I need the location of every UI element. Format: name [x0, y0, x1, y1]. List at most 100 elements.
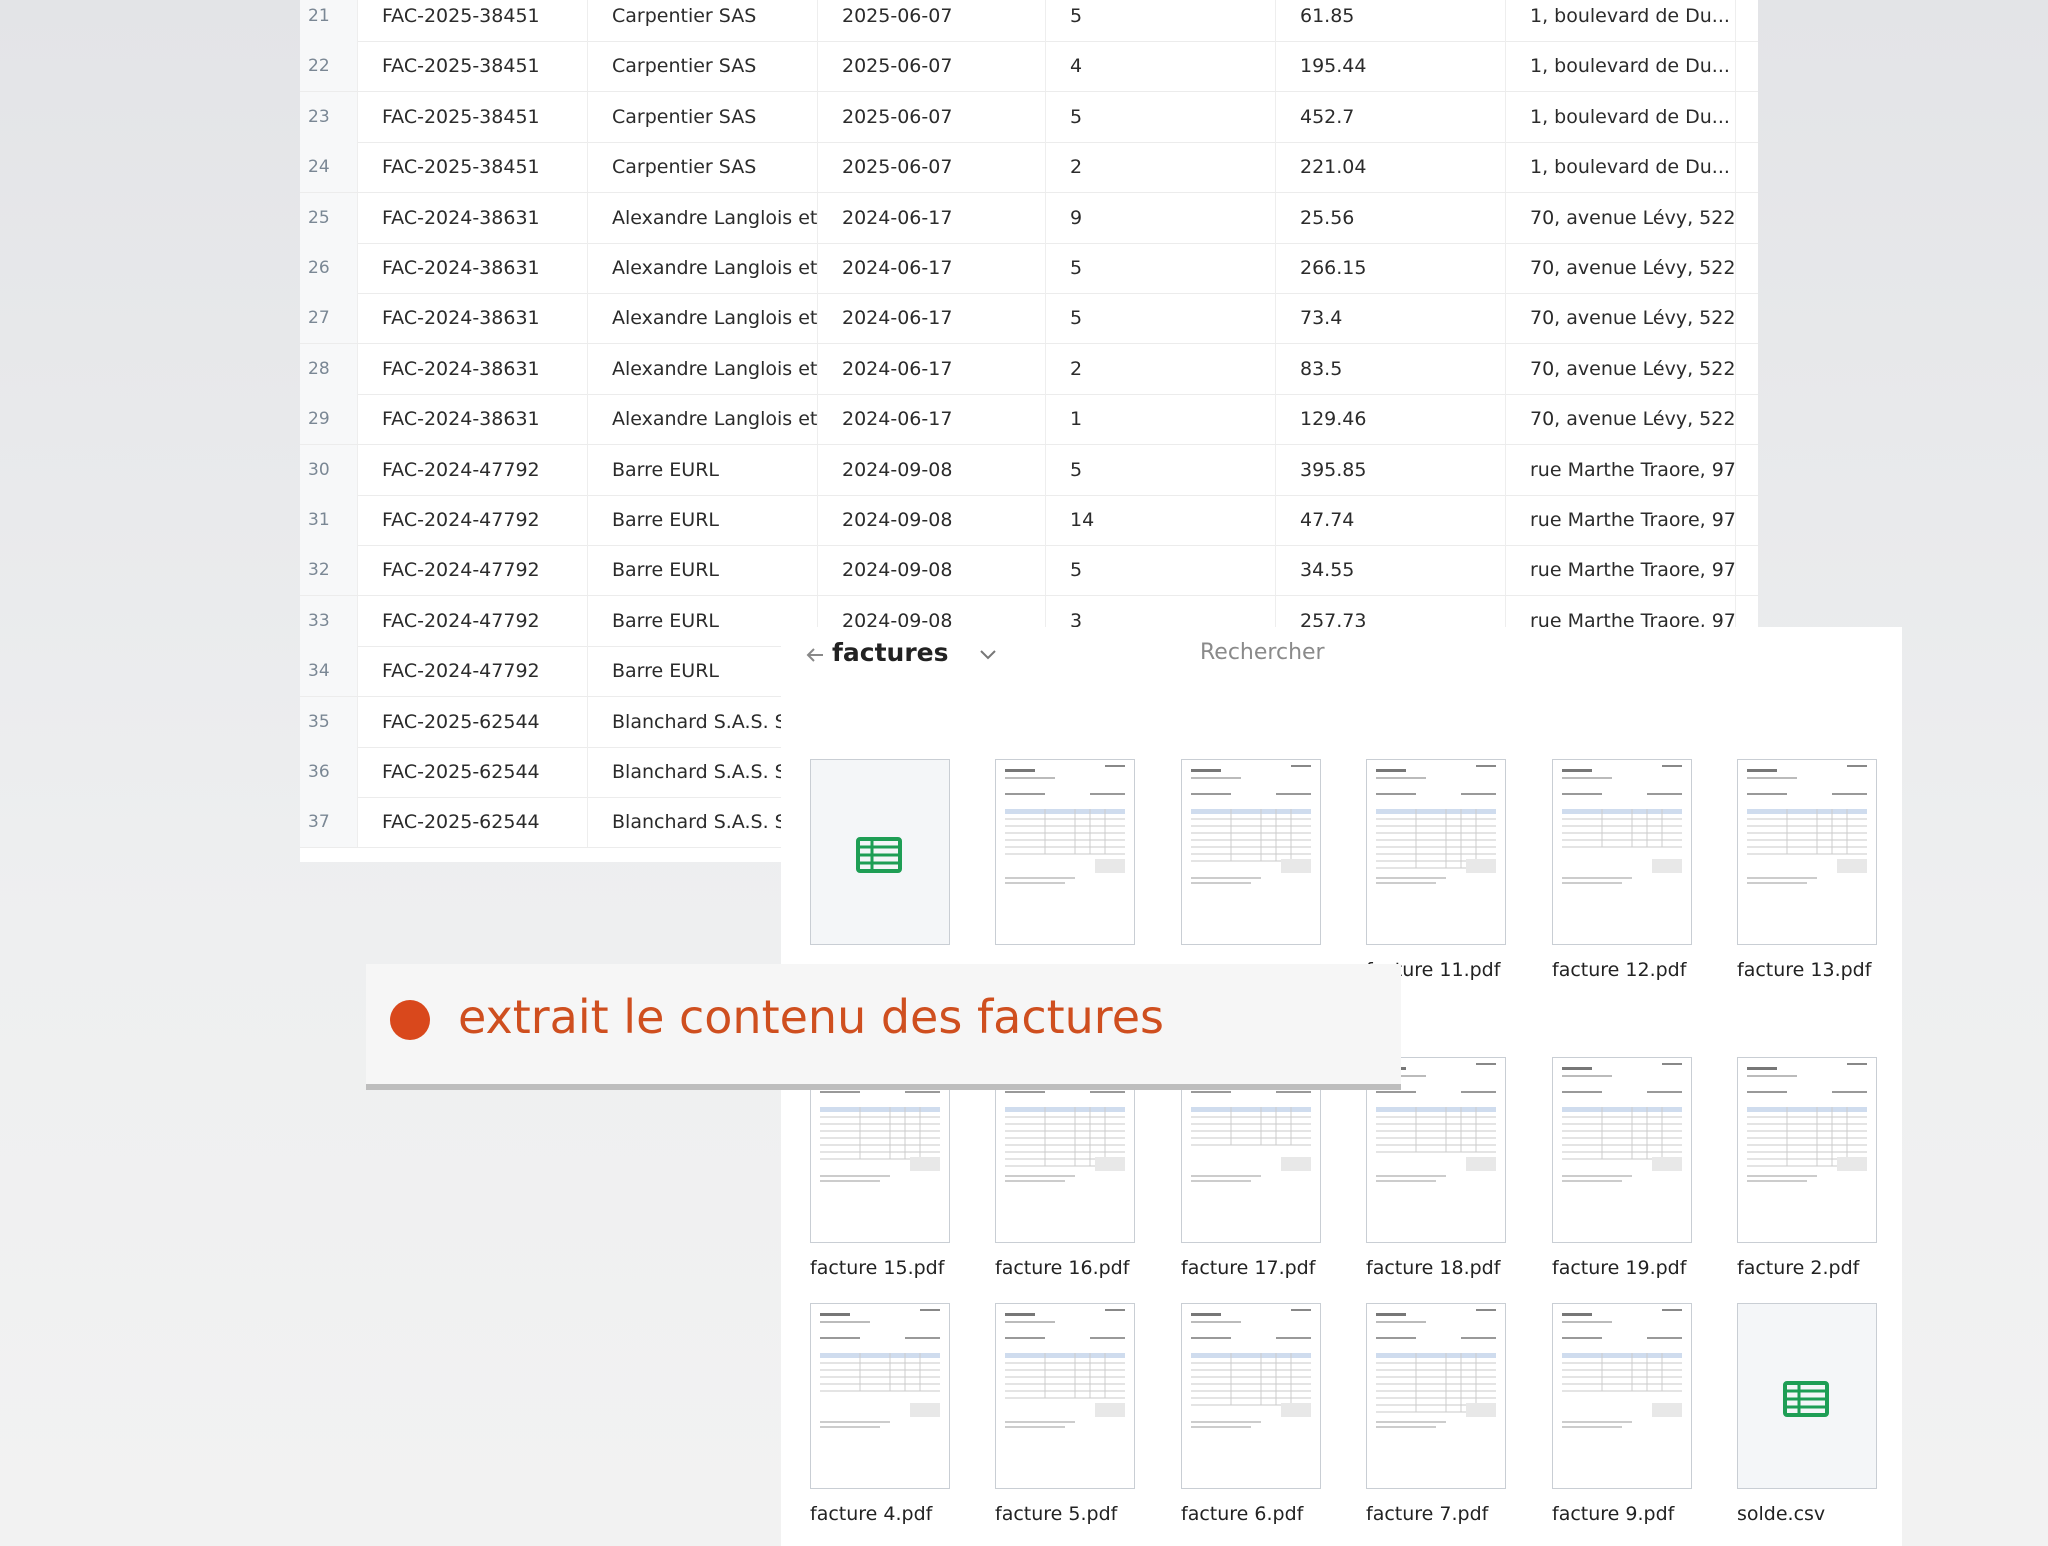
pdf-thumbnail[interactable]	[1181, 1303, 1321, 1489]
table-cell: 70, avenue Lévy, 52242	[1506, 192, 1736, 243]
row-number: 23	[300, 91, 358, 142]
csv-thumbnail[interactable]	[1737, 1303, 1877, 1489]
table-cell: 2025-06-07	[818, 0, 1046, 41]
doc-line	[1191, 1321, 1241, 1323]
doc-line	[1747, 882, 1807, 884]
row-number: 35	[300, 696, 358, 747]
doc-line	[1191, 1337, 1231, 1339]
doc-line	[1376, 793, 1416, 795]
table-cell: Carpentier SAS	[588, 91, 818, 142]
table-cell: FAC-2025-62544	[358, 696, 588, 747]
pdf-thumbnail[interactable]	[1552, 1303, 1692, 1489]
doc-line	[1562, 1075, 1612, 1077]
folder-name[interactable]: factures	[832, 638, 949, 667]
doc-line	[1747, 1180, 1807, 1182]
doc-line	[1562, 1426, 1622, 1428]
pdf-thumbnail[interactable]	[995, 1057, 1135, 1243]
file-name: facture 17.pdf	[1181, 1257, 1316, 1279]
thumb-frame	[1366, 1057, 1506, 1243]
table-cell: 2	[1046, 142, 1276, 193]
thumb-frame	[1552, 1057, 1692, 1243]
row-number: 26	[300, 243, 358, 293]
doc-line	[1747, 1075, 1797, 1077]
doc-line	[1562, 777, 1612, 779]
file-name: solde.csv	[1737, 1503, 1826, 1525]
doc-line	[1005, 1180, 1065, 1182]
pdf-thumbnail[interactable]	[1737, 1057, 1877, 1243]
pdf-thumbnail[interactable]	[995, 1303, 1135, 1489]
pdf-thumbnail[interactable]	[1366, 1057, 1506, 1243]
table-cell: FAC-2024-38631	[358, 243, 588, 293]
doc-line	[1191, 777, 1241, 779]
doc-line	[1281, 859, 1311, 873]
record-dot	[390, 1000, 430, 1040]
table-cell: Barre EURL	[588, 495, 818, 545]
table-cell: 1, boulevard de Du...	[1506, 142, 1736, 193]
doc-line	[820, 1321, 870, 1323]
search-box[interactable]: Rechercher	[1200, 640, 1325, 665]
doc-line	[1095, 1403, 1125, 1417]
doc-line	[1191, 1091, 1231, 1093]
doc-table-head	[820, 1353, 940, 1358]
row-number: 21	[300, 0, 358, 41]
doc-line	[1652, 1403, 1682, 1417]
doc-line	[1562, 1067, 1592, 1070]
row-number: 31	[300, 495, 358, 545]
table-cell: Alexandre Langlois et F	[588, 343, 818, 394]
doc-line	[1191, 1175, 1261, 1177]
doc-line	[1005, 1091, 1045, 1093]
row-number: 27	[300, 293, 358, 344]
table-cell: 3	[1046, 595, 1276, 646]
pdf-thumbnail[interactable]	[1181, 759, 1321, 945]
row-number: 32	[300, 545, 358, 596]
table-cell: Alexandre Langlois et F	[588, 243, 818, 293]
doc-line	[1276, 793, 1311, 795]
doc-line	[1291, 765, 1311, 767]
thumb-frame	[1366, 759, 1506, 945]
doc-line	[1095, 1157, 1125, 1171]
pdf-thumbnail[interactable]	[1552, 759, 1692, 945]
pdf-thumbnail[interactable]	[1737, 759, 1877, 945]
table-row: 23 FAC-2025-38451 Carpentier SAS 2025-06-07…	[300, 91, 1758, 143]
doc-table-head	[1005, 1107, 1125, 1112]
pdf-thumbnail[interactable]	[1366, 759, 1506, 945]
pdf-thumbnail[interactable]	[995, 759, 1135, 945]
doc-line	[1105, 1309, 1125, 1311]
thumb-frame	[995, 1057, 1135, 1243]
caption-banner: extrait le contenu des factures	[366, 964, 1401, 1084]
doc-line	[920, 1309, 940, 1311]
pdf-thumbnail[interactable]	[810, 1303, 950, 1489]
folder-dropdown[interactable]	[977, 643, 999, 665]
row-number: 33	[300, 595, 358, 646]
pdf-thumbnail[interactable]	[810, 1057, 950, 1243]
table-cell: Alexandre Langlois et F	[588, 192, 818, 243]
doc-line	[1562, 1321, 1612, 1323]
doc-line	[820, 1175, 890, 1177]
table-row: 22 FAC-2025-38451 Carpentier SAS 2025-06-07…	[300, 41, 1758, 93]
doc-line	[1376, 777, 1426, 779]
doc-line	[1191, 793, 1231, 795]
doc-table-head	[820, 1107, 940, 1112]
doc-line	[1276, 1091, 1311, 1093]
table-cell: 2024-06-17	[818, 343, 1046, 394]
doc-line	[1005, 1426, 1065, 1428]
csv-thumbnail[interactable]	[810, 759, 950, 945]
doc-table-head	[1005, 1353, 1125, 1358]
pdf-thumbnail[interactable]	[1181, 1057, 1321, 1243]
table-cell: 73.4	[1276, 293, 1506, 344]
table-row: 24 FAC-2025-38451 Carpentier SAS 2025-06-07…	[300, 142, 1758, 194]
table-row: 32 FAC-2024-47792 Barre EURL 2024-09-08 5 34.…	[300, 545, 1758, 597]
doc-line	[1847, 1063, 1867, 1065]
table-cell: Barre EURL	[588, 444, 818, 495]
table-cell: 70, avenue Lévy, 52242	[1506, 243, 1736, 293]
table-cell: Barre EURL	[588, 595, 818, 646]
pdf-thumbnail[interactable]	[1366, 1303, 1506, 1489]
doc-line	[1466, 859, 1496, 873]
table-cell: 70, avenue Lévy, 52242	[1506, 293, 1736, 344]
doc-line	[820, 1337, 860, 1339]
pdf-thumbnail[interactable]	[1552, 1057, 1692, 1243]
table-cell: 1, boulevard de Du...	[1506, 41, 1736, 92]
back-arrow[interactable]	[803, 643, 827, 667]
doc-line	[1662, 1063, 1682, 1065]
